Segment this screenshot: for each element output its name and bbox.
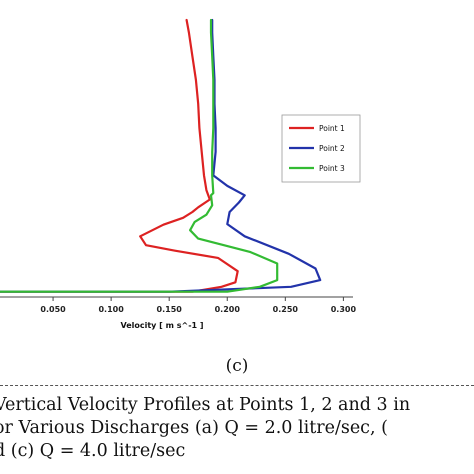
- caption-line-2: or Various Discharges (a) Q = 2.0 litre/…: [0, 418, 388, 438]
- series-line-point-1: [0, 18, 239, 293]
- legend-box: [281, 114, 361, 183]
- x-tick-label: 0.200: [215, 305, 241, 314]
- legend-label-point-3: Point 3: [319, 164, 345, 173]
- caption-line-3: d (c) Q = 4.0 litre/sec: [0, 441, 186, 461]
- dashed-divider: [0, 385, 474, 386]
- x-tick-label: 0.100: [98, 305, 124, 314]
- x-tick-label: 0.150: [157, 305, 183, 314]
- series-line-point-2: [0, 18, 322, 293]
- velocity-profile-chart: 0.050 0.100 0.150 0.200 0.250 0.300 Point 1Po…: [0, 18, 361, 330]
- x-tick-label: 0.050: [40, 305, 66, 314]
- legend-label-point-2: Point 2: [319, 144, 345, 153]
- panel-label: (c): [225, 356, 249, 376]
- x-tick-label: 0.300: [331, 305, 357, 314]
- legend: Point 1 Point 2 Point 3: [281, 114, 361, 183]
- caption-line-1: Vertical Velocity Profiles at Points 1, …: [0, 395, 411, 415]
- x-axis-label: Velocity [ m s^-1 ]: [120, 321, 203, 330]
- x-axis: 0.050 0.100 0.150 0.200 0.250 0.300: [0, 296, 357, 314]
- legend-label-point-1: Point 1: [319, 124, 345, 133]
- figure-caption: Vertical Velocity Profiles at Points 1, …: [0, 394, 474, 463]
- series-line-point-3: [0, 18, 279, 293]
- series-lines: [0, 18, 322, 293]
- x-tick-label: 0.250: [273, 305, 299, 314]
